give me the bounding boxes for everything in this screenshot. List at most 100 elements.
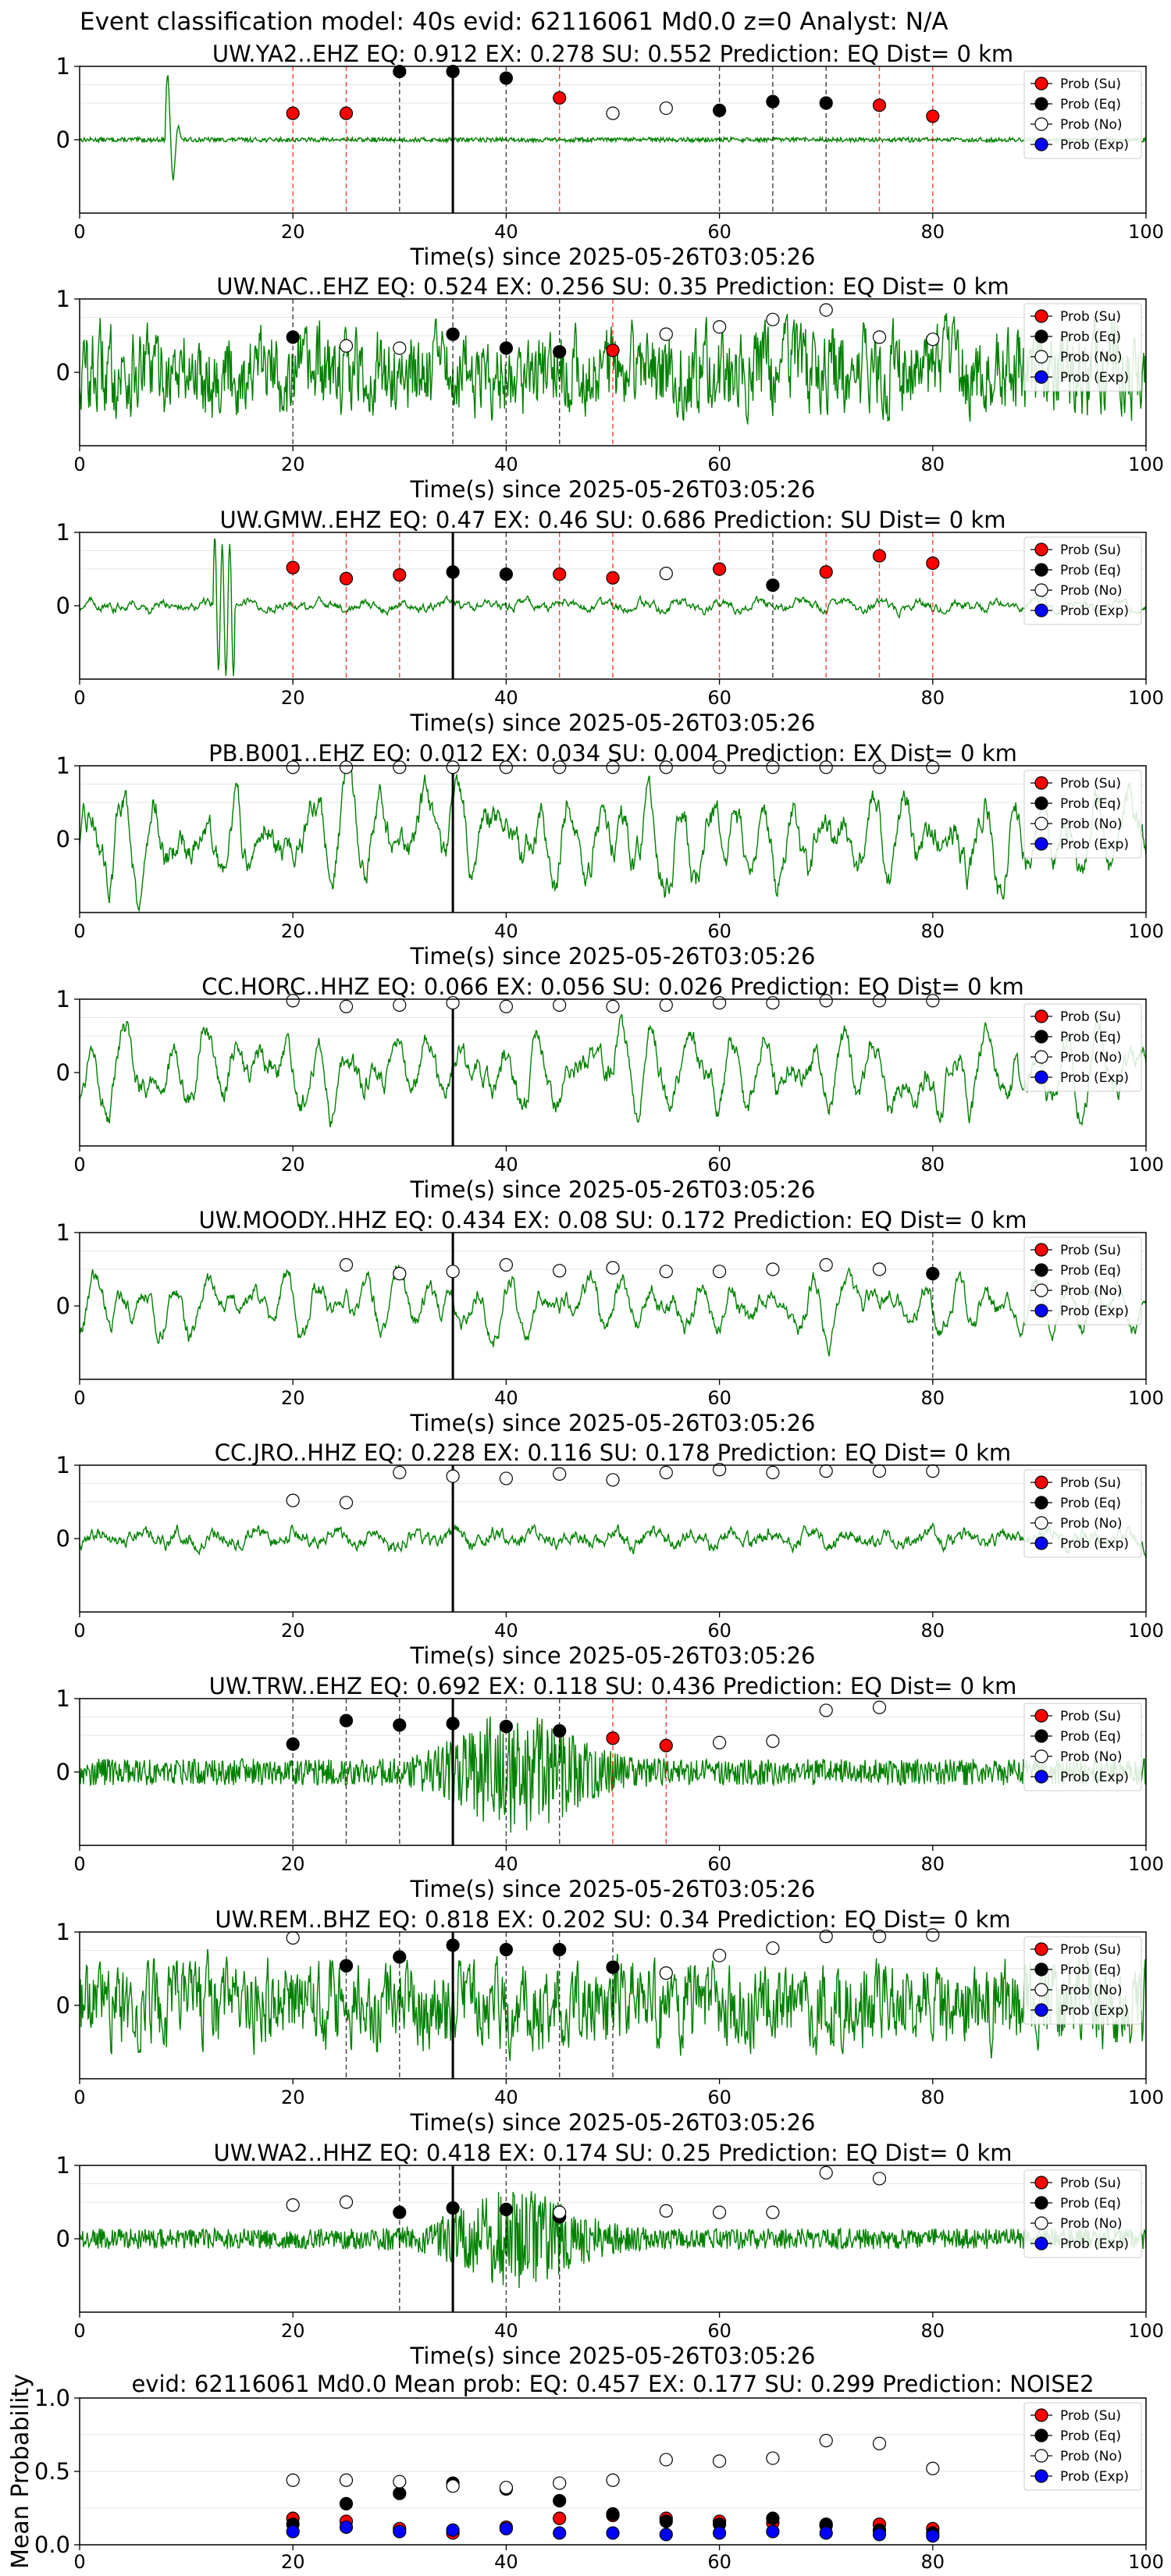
prob-point-no — [819, 1464, 833, 1478]
prob-point-no — [606, 1261, 620, 1275]
prob-point-no — [926, 1464, 940, 1478]
x-tick-label: 80 — [921, 454, 945, 475]
x-axis-label: Time(s) since 2025-05-26T03:05:26 — [410, 2109, 816, 2136]
prob-point-no — [872, 2172, 887, 2186]
legend-box — [1023, 536, 1142, 625]
prob-point-eq — [339, 1959, 354, 1973]
prob-point-no — [286, 760, 300, 774]
x-tick-label: 100 — [1128, 2320, 1164, 2342]
prob-point-no — [766, 1465, 780, 1480]
prob-point-no — [553, 1264, 567, 1278]
prob-point-no — [712, 1735, 727, 1749]
prob-point-eq — [766, 94, 780, 109]
prob-point-eq — [553, 1724, 567, 1738]
y-tick-label: 1.0 — [34, 2385, 70, 2411]
legend-box — [1023, 1703, 1142, 1791]
prob-point-eq — [286, 1737, 300, 1751]
legend-label: Prob (Eq) — [1060, 563, 1121, 578]
x-tick-label: 60 — [707, 221, 731, 243]
panel-title: CC.HORC..HHZ EQ: 0.066 EX: 0.056 SU: 0.0… — [201, 973, 1024, 1000]
prob-point-eq — [446, 1717, 460, 1731]
prob-point-eq — [819, 96, 833, 110]
prob-point-no — [606, 106, 620, 120]
waveform-trace — [80, 1522, 1146, 1558]
panel-title: UW.NAC..EHZ EQ: 0.524 EX: 0.256 SU: 0.35… — [216, 273, 1009, 300]
legend-label: Prob (Eq) — [1060, 1962, 1121, 1978]
legend-label: Prob (No) — [1060, 2216, 1123, 2232]
x-tick-label: 60 — [707, 1387, 731, 1409]
prob-point-no — [393, 1465, 407, 1480]
legend-label: Prob (No) — [1060, 1283, 1123, 1299]
prob-point-no — [499, 999, 514, 1014]
prob-point-no — [339, 2195, 354, 2209]
panel-title: CC.JRO..HHZ EQ: 0.228 EX: 0.116 SU: 0.17… — [215, 1439, 1011, 1466]
y-tick-label: 0 — [56, 826, 70, 852]
y-tick-label: 1 — [56, 53, 70, 80]
mean-prob-point-eq — [339, 2496, 354, 2510]
legend-label: Prob (Exp) — [1060, 370, 1129, 386]
x-tick-label: 20 — [281, 454, 305, 475]
x-tick-label: 80 — [921, 1387, 945, 1409]
mean-prob-point-exp — [446, 2523, 460, 2537]
prob-point-no — [606, 1473, 620, 1487]
legend-marker — [1034, 2176, 1048, 2190]
prob-point-eq — [393, 1718, 407, 1732]
prob-point-no — [659, 1465, 673, 1480]
legend-marker — [1034, 1709, 1048, 1723]
mean-prob-point-no — [286, 2473, 300, 2487]
mean-prob-point-exp — [499, 2521, 514, 2535]
mean-prob-point-no — [926, 2461, 940, 2475]
x-tick-label: 20 — [281, 2551, 305, 2573]
x-axis-label: Time(s) since 2025-05-26T03:05:26 — [410, 1410, 816, 1436]
legend-marker — [1034, 1009, 1048, 1023]
mean-prob-point-exp — [553, 2526, 567, 2540]
prob-point-no — [766, 1262, 780, 1276]
mean-prob-point-eq — [553, 2494, 567, 2508]
legend-marker — [1034, 350, 1048, 364]
prob-point-no — [872, 1464, 887, 1478]
legend-label: Prob (Exp) — [1060, 137, 1129, 153]
y-tick-label: 1 — [56, 1919, 70, 1945]
x-tick-label: 20 — [281, 2320, 305, 2342]
x-tick-label: 20 — [281, 2087, 305, 2108]
y-tick-label: 0.0 — [34, 2532, 70, 2558]
prob-point-su — [339, 571, 354, 585]
prob-point-no — [819, 1703, 833, 1717]
y-tick-label: 0 — [56, 1293, 70, 1319]
waveform-panel-pb-b001-ehz: PB.B001..EHZ EQ: 0.012 EX: 0.034 SU: 0.0… — [56, 740, 1164, 970]
x-tick-label: 20 — [281, 687, 305, 709]
prob-point-no — [393, 1267, 407, 1281]
prob-point-eq — [339, 1713, 354, 1727]
prob-point-no — [553, 998, 567, 1012]
x-tick-label: 0 — [73, 2551, 85, 2573]
x-tick-label: 0 — [73, 920, 85, 942]
y-tick-label: 0 — [56, 1525, 70, 1552]
prob-point-no — [819, 994, 833, 1008]
x-tick-label: 20 — [281, 920, 305, 942]
x-axis-label: Time(s) since 2025-05-26T03:05:26 — [410, 943, 816, 970]
x-tick-label: 80 — [921, 2087, 945, 2108]
legend-marker — [1034, 2236, 1048, 2250]
prob-point-su — [286, 106, 300, 120]
x-tick-label: 100 — [1128, 221, 1164, 243]
prob-point-no — [712, 1948, 727, 1962]
prob-point-no — [926, 1928, 940, 1942]
prob-point-no — [339, 760, 354, 774]
legend-label: Prob (No) — [1060, 817, 1123, 832]
x-tick-label: 100 — [1128, 1853, 1164, 1875]
prob-point-no — [819, 303, 833, 317]
x-tick-label: 60 — [707, 920, 731, 942]
prob-point-no — [659, 101, 673, 116]
legend-marker — [1034, 583, 1048, 597]
prob-point-su — [393, 568, 407, 582]
y-tick-label: 1 — [56, 1219, 70, 1246]
x-tick-label: 40 — [494, 1387, 518, 1409]
x-tick-label: 80 — [921, 687, 945, 709]
summary-panel: evid: 62116061 Md0.0 Mean prob: EQ: 0.45… — [7, 2371, 1164, 2573]
x-tick-label: 100 — [1128, 920, 1164, 942]
prob-point-no — [286, 1493, 300, 1507]
prob-point-no — [819, 2165, 833, 2179]
y-tick-label: 1 — [56, 1452, 70, 1478]
x-tick-label: 100 — [1128, 687, 1164, 709]
mean-prob-point-no — [393, 2475, 407, 2489]
